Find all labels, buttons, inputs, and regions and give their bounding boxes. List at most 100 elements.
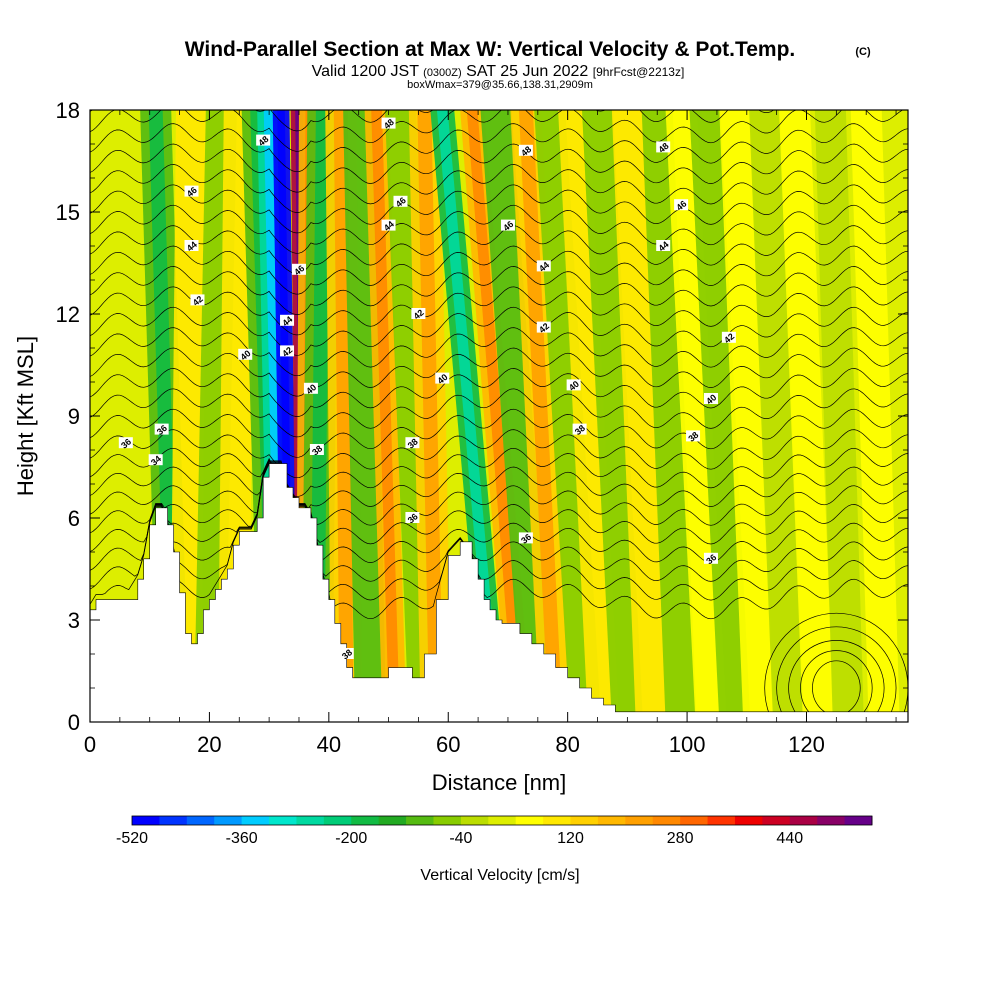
colorbar-swatch [515, 816, 544, 825]
copyright-mark: (C) [855, 46, 871, 58]
colorbar-tick-label: -200 [335, 830, 367, 847]
x-tick-label: 20 [197, 732, 221, 757]
velocity-band [850, 110, 900, 722]
contour-label: 44 [381, 219, 396, 233]
svg-text:38: 38 [686, 430, 700, 444]
velocity-band-core [417, 110, 444, 722]
colorbar-tick-label: 120 [557, 830, 584, 847]
velocity-band [665, 110, 727, 722]
svg-text:38: 38 [310, 443, 324, 457]
svg-text:46: 46 [185, 185, 199, 199]
contour-label: 36 [118, 437, 133, 451]
theta-contour-line [90, 204, 908, 254]
x-tick-label: 120 [788, 732, 825, 757]
theta-contour-line [90, 463, 908, 620]
svg-text:46: 46 [292, 263, 306, 277]
svg-text:44: 44 [537, 260, 551, 274]
contour-label: 40 [703, 392, 718, 406]
utc-time: (0300Z) [423, 67, 462, 79]
contour-label: 44 [280, 314, 294, 328]
contour-label: 42 [190, 294, 205, 308]
contour-label: 44 [656, 239, 671, 253]
colorbar-swatch [734, 816, 763, 825]
colorbar-swatch [269, 816, 297, 825]
contour-label: 44 [536, 260, 551, 274]
colorbar-swatch [186, 816, 215, 825]
colorbar-label: Vertical Velocity [cm/s] [420, 867, 579, 884]
theta-contour-line [90, 123, 908, 173]
theta-contour-line [90, 110, 904, 152]
svg-text:42: 42 [191, 294, 205, 308]
contour-label: 48 [256, 134, 271, 148]
svg-text:36: 36 [155, 423, 169, 437]
colorbar-frame [131, 815, 873, 826]
velocity-band [558, 110, 620, 722]
theta-contour-line [90, 447, 908, 497]
colorbar-swatch [296, 816, 325, 825]
contour-label: 38 [405, 437, 420, 451]
svg-text:40: 40 [567, 379, 581, 393]
contour-label: 40 [238, 348, 253, 362]
svg-text:34: 34 [149, 454, 163, 468]
svg-text:46: 46 [501, 219, 515, 233]
theta-contour-line [90, 460, 908, 545]
contour-label: 36 [518, 532, 533, 546]
terrain-mask [90, 463, 908, 722]
colorbar-swatch [351, 816, 380, 825]
x-tick-label: 100 [669, 732, 706, 757]
colorbar-swatch [159, 816, 188, 825]
velocity-band [749, 110, 805, 722]
colorbar-swatch [597, 816, 626, 825]
contour-label: 36 [154, 423, 169, 437]
svg-text:42: 42 [280, 345, 294, 359]
colorbar-swatch [625, 816, 654, 825]
contour-label: 46 [674, 199, 688, 213]
colorbar-swatch [652, 816, 681, 825]
svg-text:46: 46 [394, 195, 408, 209]
contour-label: 46 [500, 219, 515, 233]
svg-text:36: 36 [519, 532, 533, 546]
theta-contour-closed [800, 650, 873, 722]
svg-text:42: 42 [537, 321, 551, 335]
valid-date: SAT 25 Jun 2022 [466, 63, 588, 80]
contour-label: 38 [309, 443, 324, 457]
theta-contour-line [90, 110, 775, 132]
svg-text:38: 38 [340, 647, 354, 661]
contour-label: 36 [703, 552, 718, 566]
x-tick-label: 0 [84, 732, 96, 757]
y-tick-label: 3 [68, 608, 80, 633]
contour-label: 44 [184, 239, 199, 253]
svg-text:38: 38 [573, 423, 587, 437]
svg-text:48: 48 [519, 144, 533, 158]
colorbar-swatch [488, 816, 517, 825]
theta-contour-line [90, 462, 908, 582]
theta-contour-line [90, 143, 908, 193]
svg-text:44: 44 [656, 239, 670, 253]
contour-label: 42 [721, 331, 736, 345]
contour-label: 38 [686, 430, 700, 444]
theta-contour-line [90, 306, 908, 356]
theta-contour-line [90, 462, 908, 601]
svg-text:46: 46 [674, 199, 688, 213]
colorbar-swatch [817, 816, 846, 825]
y-tick-label: 9 [68, 404, 80, 429]
y-tick-label: 0 [68, 710, 80, 735]
chart-title: Wind-Parallel Section at Max W: Vertical… [185, 38, 796, 61]
contour-label: 40 [435, 372, 450, 386]
theta-contour-line [90, 458, 908, 516]
velocity-band-core [436, 110, 502, 722]
contour-label: 40 [303, 382, 318, 396]
contour-label: 48 [656, 141, 671, 155]
svg-text:44: 44 [382, 219, 396, 233]
contour-label: 38 [572, 423, 587, 437]
theta-contour-line [90, 459, 908, 526]
contour-label: 46 [184, 185, 199, 199]
colorbar-swatch [323, 816, 352, 825]
colorbar-tick-label: -360 [226, 830, 258, 847]
colorbar-swatch [844, 816, 873, 825]
colorbar-swatch [214, 816, 243, 825]
contour-label: 36 [405, 511, 420, 525]
theta-contour-line [90, 286, 908, 336]
colorbar-swatch [570, 816, 599, 825]
